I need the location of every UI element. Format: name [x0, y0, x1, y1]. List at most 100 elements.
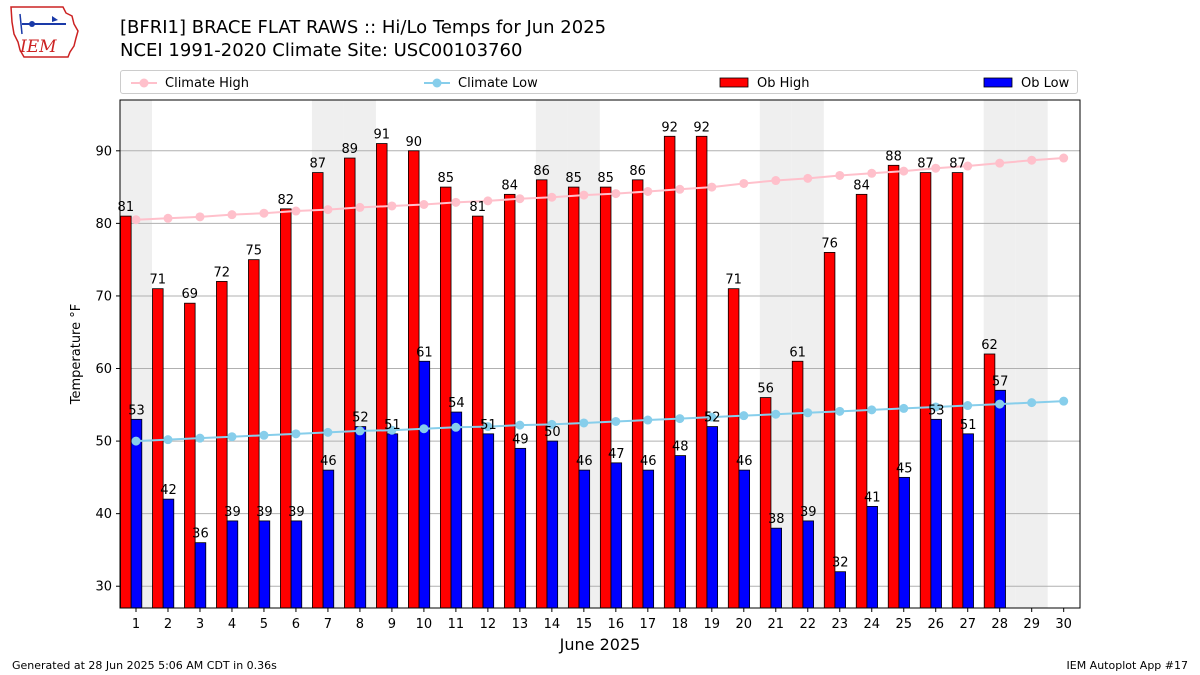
- ob-low-bar: [642, 469, 655, 609]
- climate-low-point: [803, 408, 813, 418]
- climate-low-point: [547, 419, 557, 429]
- ob-low-bar: [610, 462, 623, 609]
- ob-low-data-label: 50: [544, 425, 561, 440]
- legend-ob-high-label: Ob High: [757, 75, 810, 91]
- y-tick-label: 90: [95, 144, 112, 159]
- x-tick-label: 6: [292, 617, 300, 632]
- ob-high-data-label: 85: [597, 171, 614, 186]
- chart-subtitle: NCEI 1991-2020 Climate Site: USC00103760: [120, 40, 523, 61]
- climate-high-point: [867, 168, 877, 178]
- ob-high-data-label: 76: [821, 236, 838, 251]
- legend-ob-high-swatch: [719, 77, 749, 88]
- y-tick-label: 70: [95, 289, 112, 304]
- ob-high-data-label: 75: [246, 244, 263, 259]
- climate-high-point: [323, 205, 333, 215]
- climate-low-point: [1059, 396, 1069, 406]
- ob-low-bar: [386, 433, 399, 609]
- climate-low-point: [419, 424, 429, 434]
- ob-low-bar: [738, 469, 751, 609]
- chart-legend: Climate High Climate Low Ob High Ob Low: [120, 70, 1078, 94]
- x-tick-label: 2: [164, 617, 172, 632]
- climate-high-point: [803, 173, 813, 183]
- ob-high-data-label: 61: [789, 345, 806, 360]
- ob-low-data-label: 61: [416, 345, 433, 360]
- ob-low-bar: [418, 360, 431, 609]
- x-tick-label: 5: [260, 617, 268, 632]
- x-tick-label: 9: [388, 617, 396, 632]
- ob-low-data-label: 51: [384, 418, 401, 433]
- ob-high-bar: [823, 251, 836, 609]
- ob-high-data-label: 87: [309, 157, 326, 172]
- ob-high-data-label: 92: [661, 120, 678, 135]
- climate-high-point: [771, 176, 781, 186]
- ob-high-data-label: 69: [182, 287, 199, 302]
- climate-low-point: [515, 420, 525, 430]
- x-tick-label: 10: [416, 617, 433, 632]
- climate-high-point: [515, 194, 525, 204]
- climate-high-point: [131, 215, 141, 225]
- climate-high-point: [195, 212, 205, 222]
- x-tick-label: 23: [831, 617, 848, 632]
- x-tick-label: 15: [576, 617, 593, 632]
- ob-high-bar: [855, 193, 868, 609]
- ob-high-data-label: 56: [757, 382, 774, 397]
- x-tick-label: 11: [448, 617, 465, 632]
- y-tick-label: 60: [95, 362, 112, 377]
- iem-logo: IEM: [10, 6, 79, 58]
- ob-low-data-label: 39: [800, 505, 817, 520]
- ob-low-data-label: 42: [160, 483, 177, 498]
- generated-timestamp: Generated at 28 Jun 2025 5:06 AM CDT in …: [12, 659, 277, 672]
- climate-low-point: [451, 422, 461, 432]
- x-tick-label: 27: [959, 617, 976, 632]
- ob-high-bar: [951, 172, 964, 609]
- climate-high-point: [483, 196, 493, 206]
- ob-low-bar: [930, 418, 942, 609]
- chart-title: [BFRI1] BRACE FLAT RAWS :: Hi/Lo Temps f…: [120, 17, 607, 38]
- legend-climate-high-swatch: [131, 78, 157, 88]
- y-tick-label: 40: [95, 507, 112, 522]
- climate-low-point: [963, 401, 973, 411]
- legend-item-ob-high: Ob High: [719, 74, 810, 92]
- ob-low-bar: [962, 433, 974, 609]
- plot-frame: [119, 99, 1081, 609]
- ob-high-bar: [759, 397, 772, 609]
- climate-low-point: [899, 403, 909, 413]
- x-tick-label: 24: [863, 617, 880, 632]
- ob-low-bar: [322, 469, 335, 609]
- ob-low-bar: [994, 389, 1006, 609]
- ob-high-data-label: 84: [501, 178, 518, 193]
- ob-high-bar: [791, 360, 804, 609]
- ob-low-data-label: 49: [512, 432, 529, 447]
- ob-high-bar: [535, 179, 548, 609]
- ob-high-data-label: 90: [405, 135, 422, 150]
- climate-low-point: [643, 415, 653, 425]
- ob-high-data-label: 62: [981, 338, 998, 353]
- ob-high-data-label: 85: [565, 171, 582, 186]
- climate-low-point: [867, 405, 877, 415]
- y-tick-label: 30: [95, 580, 112, 595]
- ob-high-data-label: 71: [150, 273, 167, 288]
- x-tick-label: 8: [356, 617, 364, 632]
- ob-low-data-label: 39: [256, 505, 273, 520]
- ob-low-bar: [578, 469, 591, 609]
- ob-low-data-label: 52: [704, 411, 721, 426]
- ob-low-data-label: 39: [224, 505, 241, 520]
- x-tick-label: 17: [640, 617, 657, 632]
- x-axis-label: June 2025: [559, 635, 641, 654]
- y-tick-label: 80: [95, 217, 112, 232]
- climate-low-point: [931, 402, 941, 412]
- x-tick-label: 19: [704, 617, 721, 632]
- legend-climate-low-label: Climate Low: [458, 75, 538, 91]
- ob-low-bar: [450, 411, 463, 609]
- climate-high-point: [1059, 153, 1069, 163]
- ob-high-bar: [312, 172, 324, 609]
- ob-high-data-label: 87: [949, 157, 966, 172]
- ob-high-bar: [631, 179, 644, 609]
- ob-low-bar: [546, 440, 559, 609]
- ob-high-data-label: 87: [917, 157, 934, 172]
- ob-low-bar: [290, 520, 303, 609]
- ob-low-data-label: 53: [128, 403, 145, 418]
- climate-high-point: [579, 190, 589, 200]
- climate-high-point: [899, 166, 909, 176]
- ob-low-bar: [162, 498, 175, 609]
